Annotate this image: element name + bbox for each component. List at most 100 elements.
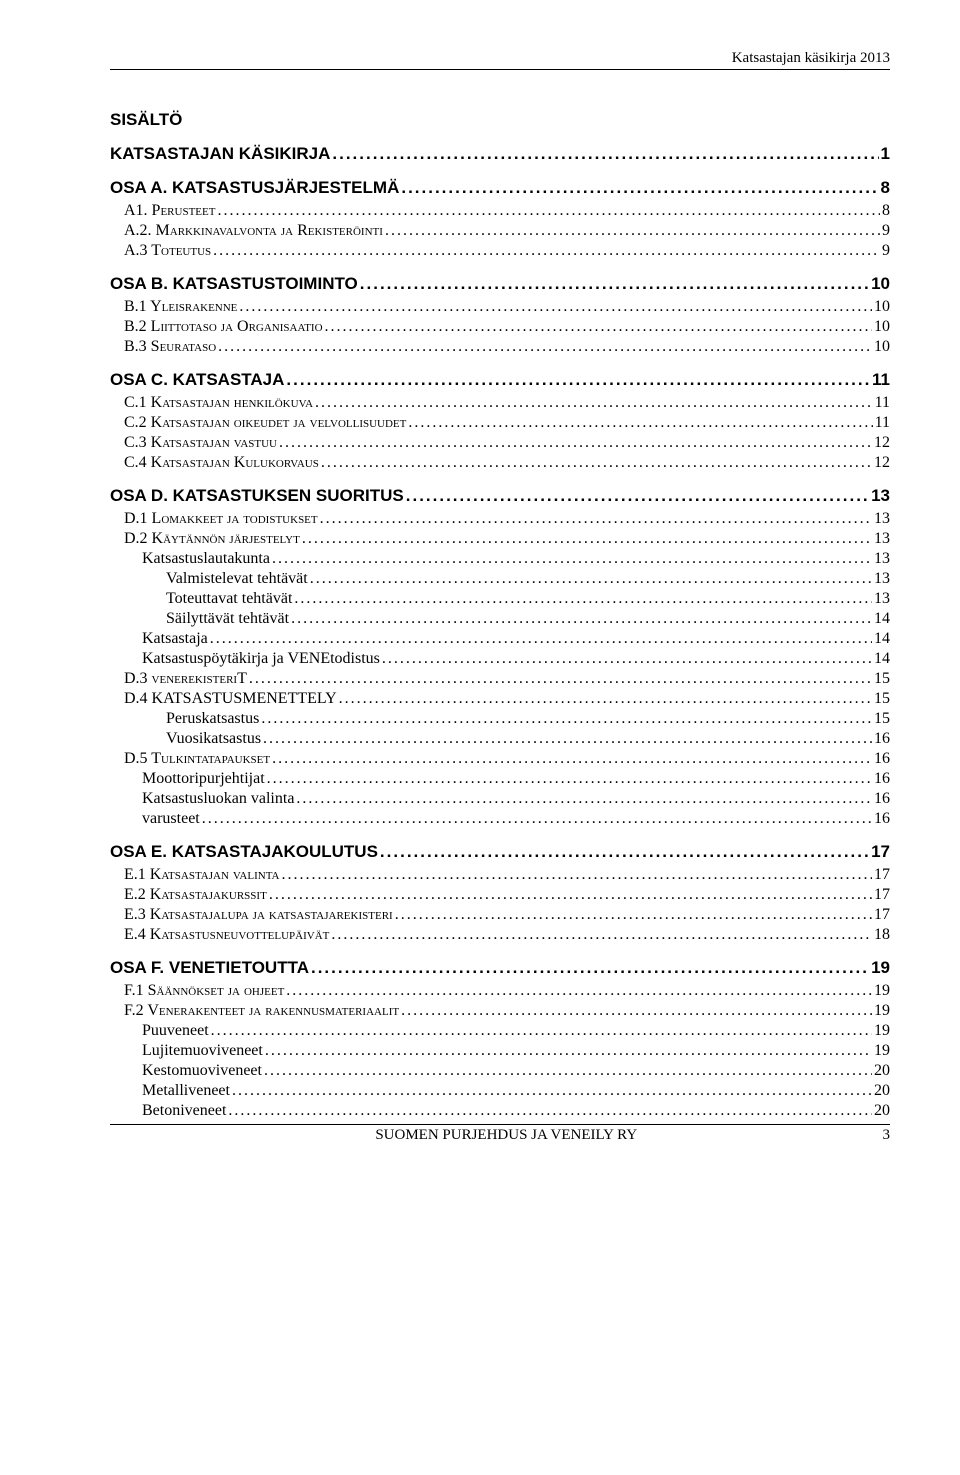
toc-label: Katsastaja xyxy=(142,630,208,648)
toc-dot-leader xyxy=(272,750,872,768)
toc-dot-leader xyxy=(339,690,872,708)
toc-entry: Katsastuslautakunta13 xyxy=(142,550,890,568)
toc-page-number: 16 xyxy=(874,770,890,788)
toc-entry: Metalliveneet20 xyxy=(142,1082,890,1100)
toc-page-number: 9 xyxy=(882,222,890,240)
toc-page-number: 15 xyxy=(874,670,890,688)
toc-entry: D.3 venerekisteriT 15 xyxy=(124,670,890,688)
toc-dot-leader xyxy=(202,810,872,828)
toc-dot-leader xyxy=(267,770,872,788)
toc-label: A1. Perusteet xyxy=(124,202,215,220)
toc-label: Peruskatsastus xyxy=(166,710,259,728)
toc-label: OSA F. VENETIETOUTTA xyxy=(110,958,309,978)
toc-page-number: 14 xyxy=(874,630,890,648)
toc-label: Puuveneet xyxy=(142,1022,209,1040)
toc-entry: Kestomuoviveneet20 xyxy=(142,1062,890,1080)
toc-container: KATSASTAJAN KÄSIKIRJA1OSA A. KATSASTUSJÄ… xyxy=(110,144,890,1120)
toc-dot-leader xyxy=(310,570,872,588)
toc-label: E.1 Katsastajan valinta xyxy=(124,866,279,884)
toc-page-number: 16 xyxy=(874,790,890,808)
toc-dot-leader xyxy=(325,318,872,336)
toc-page-number: 17 xyxy=(874,886,890,904)
toc-entry: OSA D. KATSASTUKSEN SUORITUS13 xyxy=(110,486,890,506)
toc-page-number: 10 xyxy=(874,318,890,336)
toc-dot-leader xyxy=(249,670,872,688)
toc-dot-leader xyxy=(401,178,878,198)
toc-page-number: 12 xyxy=(874,434,890,452)
toc-entry: E.4 Katsastusneuvottelupäivät18 xyxy=(124,926,890,944)
toc-entry: OSA C. KATSASTAJA11 xyxy=(110,370,890,390)
toc-page-number: 16 xyxy=(874,750,890,768)
toc-page-number: 14 xyxy=(874,650,890,668)
toc-dot-leader xyxy=(311,958,869,978)
toc-page-number: 10 xyxy=(874,298,890,316)
toc-label: C.2 Katsastajan oikeudet ja velvollisuud… xyxy=(124,414,406,432)
toc-entry: Peruskatsastus15 xyxy=(166,710,890,728)
toc-dot-leader xyxy=(286,370,870,390)
toc-entry: C.3 Katsastajan vastuu12 xyxy=(124,434,890,452)
toc-label: OSA C. KATSASTAJA xyxy=(110,370,284,390)
toc-page-number: 19 xyxy=(874,1042,890,1060)
toc-entry: A1. Perusteet8 xyxy=(124,202,890,220)
toc-page-number: 14 xyxy=(874,610,890,628)
toc-dot-leader xyxy=(210,630,872,648)
toc-dot-leader xyxy=(218,338,872,356)
toc-entry: Betoniveneet 20 xyxy=(142,1102,890,1120)
toc-dot-leader xyxy=(382,650,872,668)
toc-dot-leader xyxy=(211,1022,872,1040)
toc-page-number: 20 xyxy=(874,1102,890,1120)
toc-page-number: 13 xyxy=(874,550,890,568)
toc-entry: OSA F. VENETIETOUTTA 19 xyxy=(110,958,890,978)
toc-label: D.5 Tulkintatapaukset xyxy=(124,750,270,768)
toc-page-number: 8 xyxy=(881,178,890,198)
toc-page-number: 19 xyxy=(871,958,890,978)
page-footer: SUOMEN PURJEHDUS JA VENEILY RY 3 xyxy=(110,1124,890,1144)
toc-page-number: 18 xyxy=(874,926,890,944)
toc-entry: Katsastaja 14 xyxy=(142,630,890,648)
toc-entry: OSA A. KATSASTUSJÄRJESTELMÄ 8 xyxy=(110,178,890,198)
toc-dot-leader xyxy=(279,434,872,452)
toc-entry: Katsastuspöytäkirja ja VENEtodistus14 xyxy=(142,650,890,668)
toc-entry: Vuosikatsastus16 xyxy=(166,730,890,748)
toc-label: Katsastusluokan valinta xyxy=(142,790,294,808)
toc-page-number: 17 xyxy=(874,866,890,884)
toc-label: KATSASTAJAN KÄSIKIRJA xyxy=(110,144,330,164)
toc-entry: OSA B. KATSASTUSTOIMINTO10 xyxy=(110,274,890,294)
toc-page-number: 15 xyxy=(874,690,890,708)
toc-dot-leader xyxy=(263,730,872,748)
toc-label: Kestomuoviveneet xyxy=(142,1062,262,1080)
toc-label: B.3 Seurataso xyxy=(124,338,216,356)
toc-dot-leader xyxy=(213,242,880,260)
toc-entry: C.2 Katsastajan oikeudet ja velvollisuud… xyxy=(124,414,890,432)
toc-page-number: 13 xyxy=(874,510,890,528)
toc-page-number: 19 xyxy=(874,1002,890,1020)
toc-label: OSA D. KATSASTUKSEN SUORITUS xyxy=(110,486,404,506)
toc-label: D.3 venerekisteriT xyxy=(124,670,247,688)
toc-dot-leader xyxy=(380,842,869,862)
toc-entry: D.4 KATSASTUSMENETTELY 15 xyxy=(124,690,890,708)
footer-center-text: SUOMEN PURJEHDUS JA VENEILY RY xyxy=(130,1127,883,1144)
toc-dot-leader xyxy=(228,1102,872,1120)
toc-page-number: 17 xyxy=(871,842,890,862)
toc-entry: F.2 Venerakenteet ja rakennusmateriaalit… xyxy=(124,1002,890,1020)
document-page: Katsastajan käsikirja 2013 SISÄLTÖ KATSA… xyxy=(0,0,960,1174)
toc-entry: varusteet16 xyxy=(142,810,890,828)
toc-page-number: 16 xyxy=(874,730,890,748)
toc-label: OSA A. KATSASTUSJÄRJESTELMÄ xyxy=(110,178,399,198)
toc-label: OSA E. KATSASTAJAKOULUTUS xyxy=(110,842,378,862)
toc-label: C.1 Katsastajan henkilökuva xyxy=(124,394,313,412)
toc-page-number: 11 xyxy=(875,414,890,432)
toc-label: Säilyttävät tehtävät xyxy=(166,610,289,628)
toc-label: D.4 KATSASTUSMENETTELY xyxy=(124,690,337,708)
toc-entry: OSA E. KATSASTAJAKOULUTUS 17 xyxy=(110,842,890,862)
toc-entry: A.2. Markkinavalvonta ja Rekisteröinti9 xyxy=(124,222,890,240)
toc-entry: Valmistelevat tehtävät13 xyxy=(166,570,890,588)
toc-dot-leader xyxy=(291,610,872,628)
toc-label: Betoniveneet xyxy=(142,1102,226,1120)
toc-label: Metalliveneet xyxy=(142,1082,230,1100)
toc-entry: D.2 Käytännön järjestelyt13 xyxy=(124,530,890,548)
toc-dot-leader xyxy=(315,394,873,412)
toc-dot-leader xyxy=(217,202,880,220)
toc-entry: E.3 Katsastajalupa ja katsastajarekister… xyxy=(124,906,890,924)
toc-label: C.4 Katsastajan Kulukorvaus xyxy=(124,454,319,472)
